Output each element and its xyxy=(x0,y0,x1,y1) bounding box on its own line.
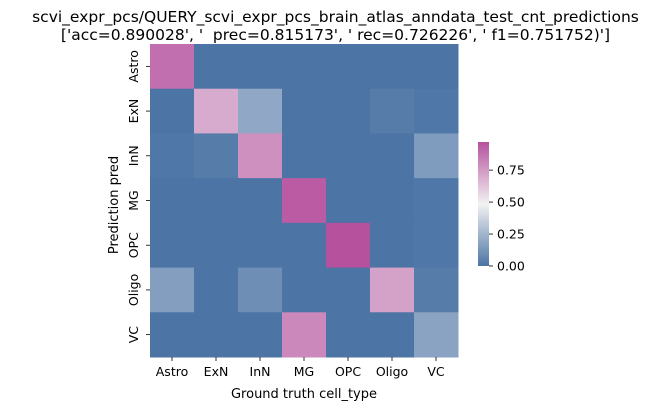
y-tick-label: ExN xyxy=(126,99,141,124)
heatmap-cell xyxy=(370,133,415,179)
x-tick-label: MG xyxy=(294,364,314,379)
heatmap-cell xyxy=(194,44,239,90)
x-tick-label: Oligo xyxy=(376,364,408,379)
heatmap-cells xyxy=(150,44,459,358)
heatmap-cell xyxy=(326,178,371,224)
x-axis-ticks: Astro ExN InN MG OPC Oligo VC xyxy=(156,357,445,379)
heatmap-cell xyxy=(150,222,195,269)
heatmap-cell xyxy=(370,222,415,269)
x-tick-label: VC xyxy=(427,364,445,379)
colorbar-tick-label: 0.75 xyxy=(497,163,525,178)
heatmap-cell xyxy=(370,88,415,134)
chart-title: scvi_expr_pcs/QUERY_scvi_expr_pcs_brain_… xyxy=(32,8,639,26)
heatmap-cell xyxy=(326,88,371,134)
x-tick-label: InN xyxy=(250,364,271,379)
colorbar xyxy=(478,142,489,266)
heatmap-cell xyxy=(194,267,239,313)
heatmap-cell xyxy=(150,88,195,134)
heatmap-cell xyxy=(370,178,415,224)
heatmap-cell xyxy=(150,44,195,90)
heatmap-cell xyxy=(414,178,459,224)
chart-subtitle: ['acc=0.890028', ' prec=0.815173', ' rec… xyxy=(60,26,611,44)
y-tick-label: VC xyxy=(126,326,141,344)
heatmap-cell xyxy=(370,267,415,313)
heatmap-cell xyxy=(238,267,283,313)
heatmap-cell xyxy=(326,267,371,313)
heatmap-cell xyxy=(370,44,415,90)
heatmap-cell xyxy=(282,133,327,179)
heatmap-cell xyxy=(414,133,459,179)
heatmap-cell xyxy=(238,133,283,179)
heatmap-cell xyxy=(238,88,283,134)
heatmap-cell xyxy=(150,267,195,313)
heatmap-cell xyxy=(194,178,239,224)
heatmap-cell xyxy=(194,222,239,269)
y-tick-label: Oligo xyxy=(126,274,141,306)
heatmap-cell xyxy=(282,312,327,358)
heatmap-cell xyxy=(414,88,459,134)
colorbar-tick-label: 0.25 xyxy=(497,227,525,242)
heatmap-cell xyxy=(414,222,459,269)
heatmap-cell xyxy=(326,222,371,269)
colorbar-tick-label: 0.00 xyxy=(497,259,525,274)
y-axis-label: Prediction pred xyxy=(107,156,122,254)
y-tick-label: InN xyxy=(126,145,141,166)
heatmap-cell xyxy=(370,312,415,358)
y-tick-label: OPC xyxy=(126,232,141,258)
colorbar-ticks: 0.00 0.25 0.50 0.75 xyxy=(489,163,525,274)
heatmap-cell xyxy=(282,267,327,313)
y-axis-ticks: Astro ExN InN MG OPC Oligo VC xyxy=(126,50,150,343)
heatmap-cell xyxy=(414,267,459,313)
heatmap-cell xyxy=(238,178,283,224)
heatmap-cell xyxy=(150,133,195,179)
heatmap-cell xyxy=(194,133,239,179)
heatmap-cell xyxy=(326,133,371,179)
x-axis-label: Ground truth cell_type xyxy=(231,387,377,402)
heatmap-cell xyxy=(238,44,283,90)
x-tick-label: Astro xyxy=(156,364,188,379)
x-tick-label: ExN xyxy=(204,364,229,379)
heatmap-cell xyxy=(194,312,239,358)
heatmap-cell xyxy=(238,222,283,269)
heatmap-cell xyxy=(282,44,327,90)
heatmap-cell xyxy=(282,88,327,134)
x-tick-label: OPC xyxy=(335,364,361,379)
heatmap-cell xyxy=(282,222,327,269)
heatmap-cell xyxy=(194,88,239,134)
heatmap-cell xyxy=(414,312,459,358)
y-tick-label: MG xyxy=(126,190,141,210)
heatmap-cell xyxy=(282,178,327,224)
y-tick-label: Astro xyxy=(126,50,141,82)
heatmap-cell xyxy=(238,312,283,358)
colorbar-tick-label: 0.50 xyxy=(497,195,525,210)
heatmap-cell xyxy=(150,178,195,224)
heatmap-cell xyxy=(414,44,459,90)
heatmap-cell xyxy=(326,312,371,358)
heatmap-cell xyxy=(150,312,195,358)
heatmap-cell xyxy=(326,44,371,90)
